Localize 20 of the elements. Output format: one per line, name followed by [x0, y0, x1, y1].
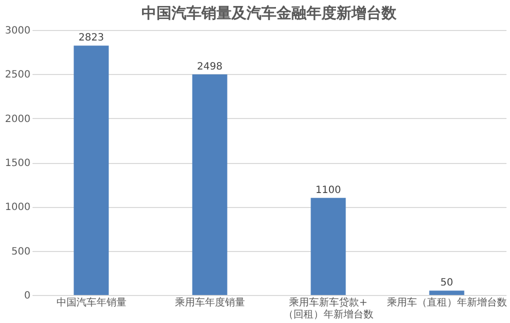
y-tick-label: 0 — [24, 290, 30, 302]
y-tick-label: 3000 — [5, 26, 30, 36]
y-tick-label: 1000 — [5, 202, 30, 214]
bar — [74, 46, 109, 295]
x-tick-label: 乘用车年度销量 — [174, 296, 245, 308]
data-label: 2823 — [78, 32, 104, 44]
bar — [192, 74, 228, 295]
bar — [429, 290, 464, 295]
data-label: 1100 — [316, 184, 341, 196]
x-tick-label: 乘用车新车贷款+（回租）年新增台数 — [283, 296, 374, 320]
chart-title: 中国汽车销量及汽车金融年度新增台数 — [142, 4, 398, 22]
bar — [310, 198, 346, 295]
y-tick-label: 2000 — [5, 114, 30, 125]
data-label: 2498 — [197, 61, 222, 72]
y-tick-label: 1500 — [5, 158, 30, 169]
y-tick-label: 500 — [11, 246, 30, 258]
y-tick-label: 2500 — [5, 70, 30, 81]
data-label: 50 — [440, 278, 454, 289]
x-tick-label: 中国汽车年销量 — [56, 296, 126, 308]
x-tick-label: 乘用车（直租）年新增台数 — [386, 296, 507, 308]
